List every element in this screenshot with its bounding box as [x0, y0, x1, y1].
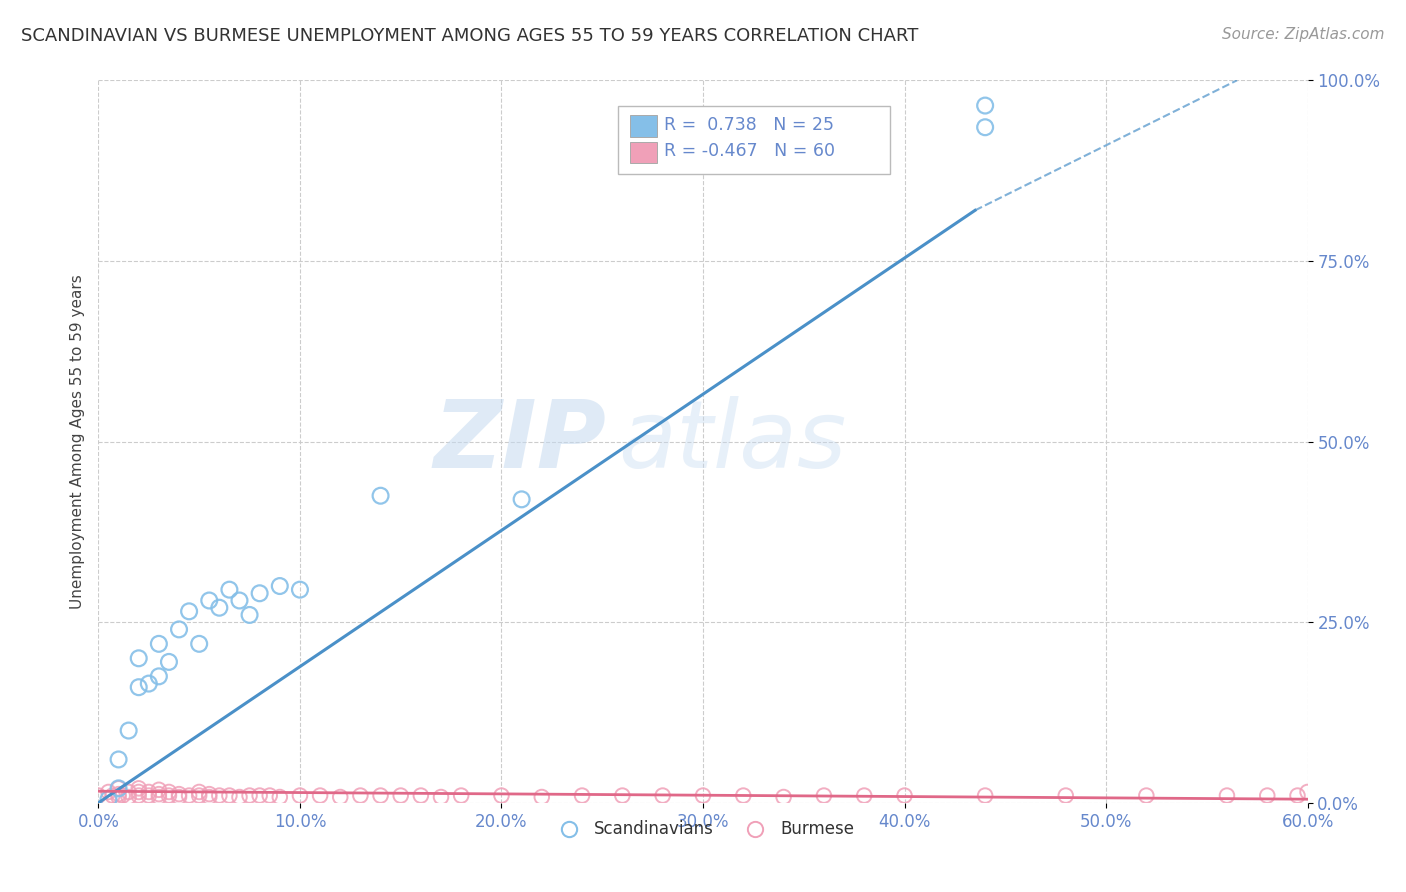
Point: [111, 789, 134, 803]
Point: [249, 789, 271, 803]
Point: [651, 789, 673, 803]
Point: [1216, 789, 1239, 803]
Point: [228, 593, 250, 607]
Text: atlas: atlas: [619, 396, 846, 487]
Point: [128, 789, 150, 803]
Point: [138, 676, 160, 690]
Point: [813, 789, 835, 803]
Point: [188, 785, 211, 799]
Point: [107, 752, 129, 766]
Point: [107, 790, 129, 805]
Point: [157, 785, 180, 799]
Point: [218, 582, 240, 597]
Point: [239, 789, 262, 803]
Point: [491, 789, 513, 803]
Point: [370, 489, 392, 503]
Point: [179, 604, 201, 618]
Point: [148, 637, 170, 651]
Text: R = -0.467   N = 60: R = -0.467 N = 60: [664, 142, 835, 160]
Point: [208, 600, 231, 615]
Text: SCANDINAVIAN VS BURMESE UNEMPLOYMENT AMONG AGES 55 TO 59 YEARS CORRELATION CHART: SCANDINAVIAN VS BURMESE UNEMPLOYMENT AMO…: [21, 27, 918, 45]
Point: [167, 623, 190, 637]
Point: [430, 790, 453, 805]
Point: [148, 787, 170, 801]
Point: [107, 781, 129, 796]
Point: [138, 785, 160, 799]
Point: [128, 680, 150, 694]
Point: [530, 790, 553, 805]
Point: [198, 787, 221, 801]
Point: [118, 785, 141, 799]
Point: [974, 98, 997, 112]
Point: [389, 789, 412, 803]
Point: [128, 785, 150, 799]
Point: [450, 789, 472, 803]
Point: [853, 789, 876, 803]
Point: [198, 790, 221, 805]
Point: [309, 789, 332, 803]
Point: [692, 789, 714, 803]
Point: [269, 579, 291, 593]
Point: [148, 669, 170, 683]
Legend: Scandinavians, Burmese: Scandinavians, Burmese: [546, 814, 860, 845]
Y-axis label: Unemployment Among Ages 55 to 59 years: Unemployment Among Ages 55 to 59 years: [69, 274, 84, 609]
Point: [138, 789, 160, 803]
FancyBboxPatch shape: [619, 105, 890, 174]
Point: [97, 785, 120, 799]
Point: [198, 593, 221, 607]
Point: [288, 789, 311, 803]
Point: [188, 637, 211, 651]
Point: [893, 789, 915, 803]
Point: [128, 651, 150, 665]
Point: [118, 723, 141, 738]
Point: [772, 790, 794, 805]
Point: [1256, 789, 1278, 803]
Point: [370, 789, 392, 803]
Point: [510, 492, 533, 507]
Point: [1296, 785, 1319, 799]
Point: [157, 789, 180, 803]
Point: [107, 781, 129, 796]
Text: Source: ZipAtlas.com: Source: ZipAtlas.com: [1222, 27, 1385, 42]
Point: [179, 789, 201, 803]
Point: [128, 781, 150, 796]
Point: [329, 790, 352, 805]
Point: [571, 789, 593, 803]
Point: [612, 789, 634, 803]
FancyBboxPatch shape: [630, 142, 657, 163]
Point: [1054, 789, 1077, 803]
Point: [259, 789, 281, 803]
Point: [228, 790, 250, 805]
Point: [208, 789, 231, 803]
Point: [97, 792, 120, 806]
Point: [188, 789, 211, 803]
Point: [1135, 789, 1157, 803]
Point: [118, 790, 141, 805]
Text: ZIP: ZIP: [433, 395, 606, 488]
Point: [409, 789, 432, 803]
Text: R =  0.738   N = 25: R = 0.738 N = 25: [664, 116, 834, 134]
Point: [148, 782, 170, 797]
Point: [167, 790, 190, 805]
Point: [101, 789, 124, 803]
Point: [288, 582, 311, 597]
Point: [349, 789, 371, 803]
Point: [87, 789, 110, 803]
Point: [249, 586, 271, 600]
Point: [148, 790, 170, 805]
Point: [167, 787, 190, 801]
Point: [269, 790, 291, 805]
Point: [974, 120, 997, 135]
Point: [157, 655, 180, 669]
Point: [1286, 789, 1309, 803]
FancyBboxPatch shape: [630, 115, 657, 136]
Point: [974, 789, 997, 803]
Point: [218, 789, 240, 803]
Point: [239, 607, 262, 622]
Point: [733, 789, 755, 803]
Point: [107, 787, 129, 801]
